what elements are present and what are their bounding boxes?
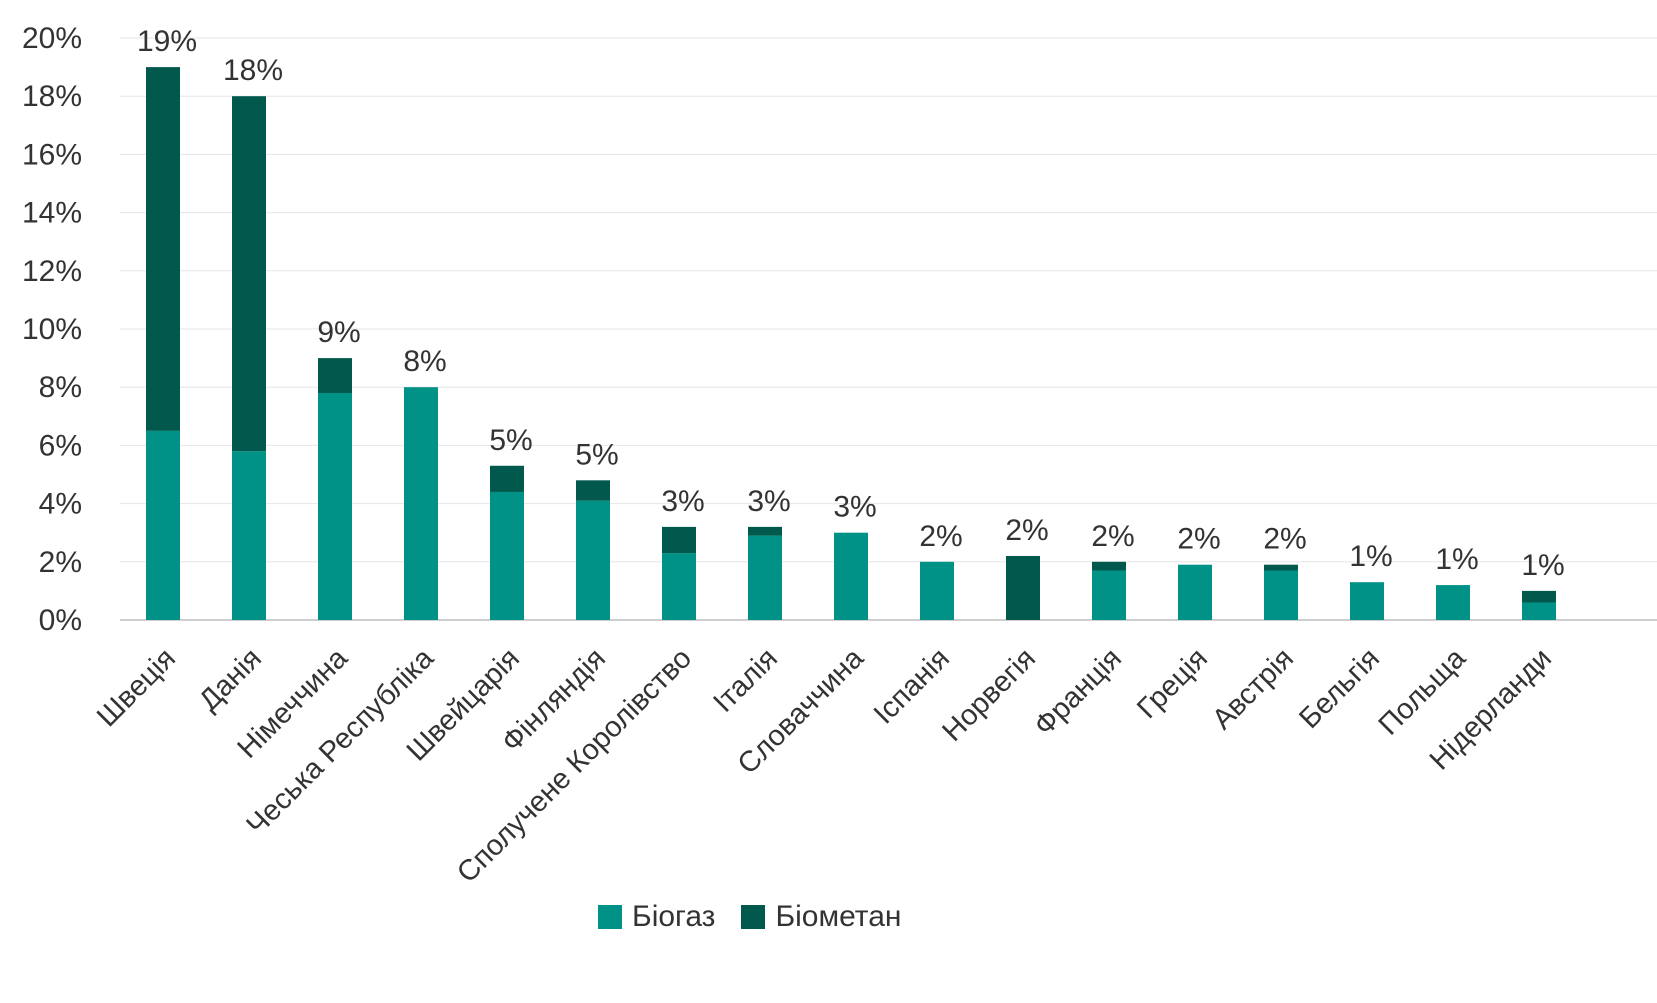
y-tick-label: 2%: [39, 546, 82, 579]
x-tick-label: Данія: [193, 642, 268, 717]
data-label: 2%: [1177, 523, 1220, 556]
x-tick-label: Франція: [1028, 642, 1128, 742]
y-tick-label: 16%: [22, 138, 82, 171]
y-tick-label: 0%: [39, 604, 82, 637]
gridlines: [120, 37, 1657, 621]
bar-segment-biomethane: [1006, 555, 1040, 620]
bar-segment-biogas: [1350, 582, 1384, 620]
bar-segment-biomethane: [1264, 564, 1298, 571]
bar-segment-biomethane: [662, 526, 696, 554]
y-tick-label: 12%: [22, 255, 82, 288]
data-label: 1%: [1349, 540, 1392, 573]
y-tick-label: 4%: [39, 488, 82, 521]
y-tick-label: 8%: [39, 371, 82, 404]
data-label: 5%: [489, 424, 532, 457]
data-label: 2%: [919, 520, 962, 553]
bar-segment-biogas: [1436, 585, 1470, 620]
legend-item-biomethane: Біометан: [741, 900, 901, 934]
data-label: 8%: [403, 345, 446, 378]
data-label: 2%: [1091, 520, 1134, 553]
data-label: 2%: [1263, 523, 1306, 556]
bar-segment-biogas: [576, 500, 610, 620]
bars: [146, 67, 1556, 620]
data-label: 19%: [137, 25, 197, 58]
data-label: 1%: [1435, 543, 1478, 576]
x-tick-label: Швеція: [91, 642, 182, 733]
data-labels: 19% 18% 9% 8% 5% 5% 3% 3% 3% 2% 2% 2% 2% 2% 1% 1% 1%: [137, 25, 1565, 582]
y-tick-label: 14%: [22, 197, 82, 230]
data-label: 9%: [317, 316, 360, 349]
bar-segment-biogas: [920, 561, 954, 620]
data-label: 5%: [575, 438, 618, 471]
legend-swatch-biomethane: [741, 905, 766, 929]
bar-segment-biogas: [1178, 564, 1212, 620]
bar-segment-biomethane: [146, 67, 180, 431]
data-label: 3%: [747, 485, 790, 518]
bar-segment-biomethane: [490, 465, 524, 492]
legend-item-biogas: Біогаз: [598, 900, 715, 934]
x-tick-label: Греція: [1131, 642, 1214, 725]
legend: Біогаз Біометан: [598, 900, 901, 934]
bar-segment-biomethane: [1092, 561, 1126, 571]
x-tick-label: Норвегія: [936, 642, 1041, 747]
legend-label-biomethane: Біометан: [775, 900, 902, 933]
bar-segment-biogas: [318, 393, 352, 620]
bar-segment-biomethane: [748, 526, 782, 536]
x-tick-label: Австрія: [1206, 642, 1300, 736]
data-label: 18%: [223, 54, 283, 87]
bar-segment-biogas: [1092, 570, 1126, 620]
y-tick-label: 10%: [22, 313, 82, 346]
x-tick-label: Іспанія: [868, 642, 956, 730]
bar-segment-biomethane: [232, 96, 266, 452]
legend-swatch-biogas: [598, 905, 622, 929]
bar-segment-biogas: [232, 451, 266, 620]
bar-segment-biogas: [1522, 602, 1556, 620]
bar-segment-biomethane: [318, 358, 352, 394]
bar-segment-biogas: [404, 387, 438, 620]
bar-segment-biogas: [1264, 570, 1298, 620]
x-tick-label: Бельгія: [1293, 642, 1386, 735]
bar-segment-biomethane: [1522, 590, 1556, 603]
bar-segment-biogas: [748, 535, 782, 620]
legend-label-biogas: Біогаз: [632, 900, 716, 933]
y-axis: 0% 2% 4% 6% 8% 10% 12% 14% 16% 18% 20%: [22, 22, 82, 637]
bar-segment-biogas: [490, 491, 524, 620]
bar-segment-biogas: [662, 553, 696, 620]
x-tick-label: Італія: [707, 642, 784, 719]
data-label: 1%: [1521, 549, 1564, 582]
y-tick-label: 20%: [22, 22, 82, 55]
bar-segment-biogas: [146, 430, 180, 620]
bar-segment-biomethane: [576, 480, 610, 501]
data-label: 3%: [661, 485, 704, 518]
y-tick-label: 18%: [22, 80, 82, 113]
data-label: 3%: [833, 491, 876, 524]
data-label: 2%: [1005, 514, 1048, 547]
bar-segment-biogas: [834, 532, 868, 620]
y-tick-label: 6%: [39, 429, 82, 462]
